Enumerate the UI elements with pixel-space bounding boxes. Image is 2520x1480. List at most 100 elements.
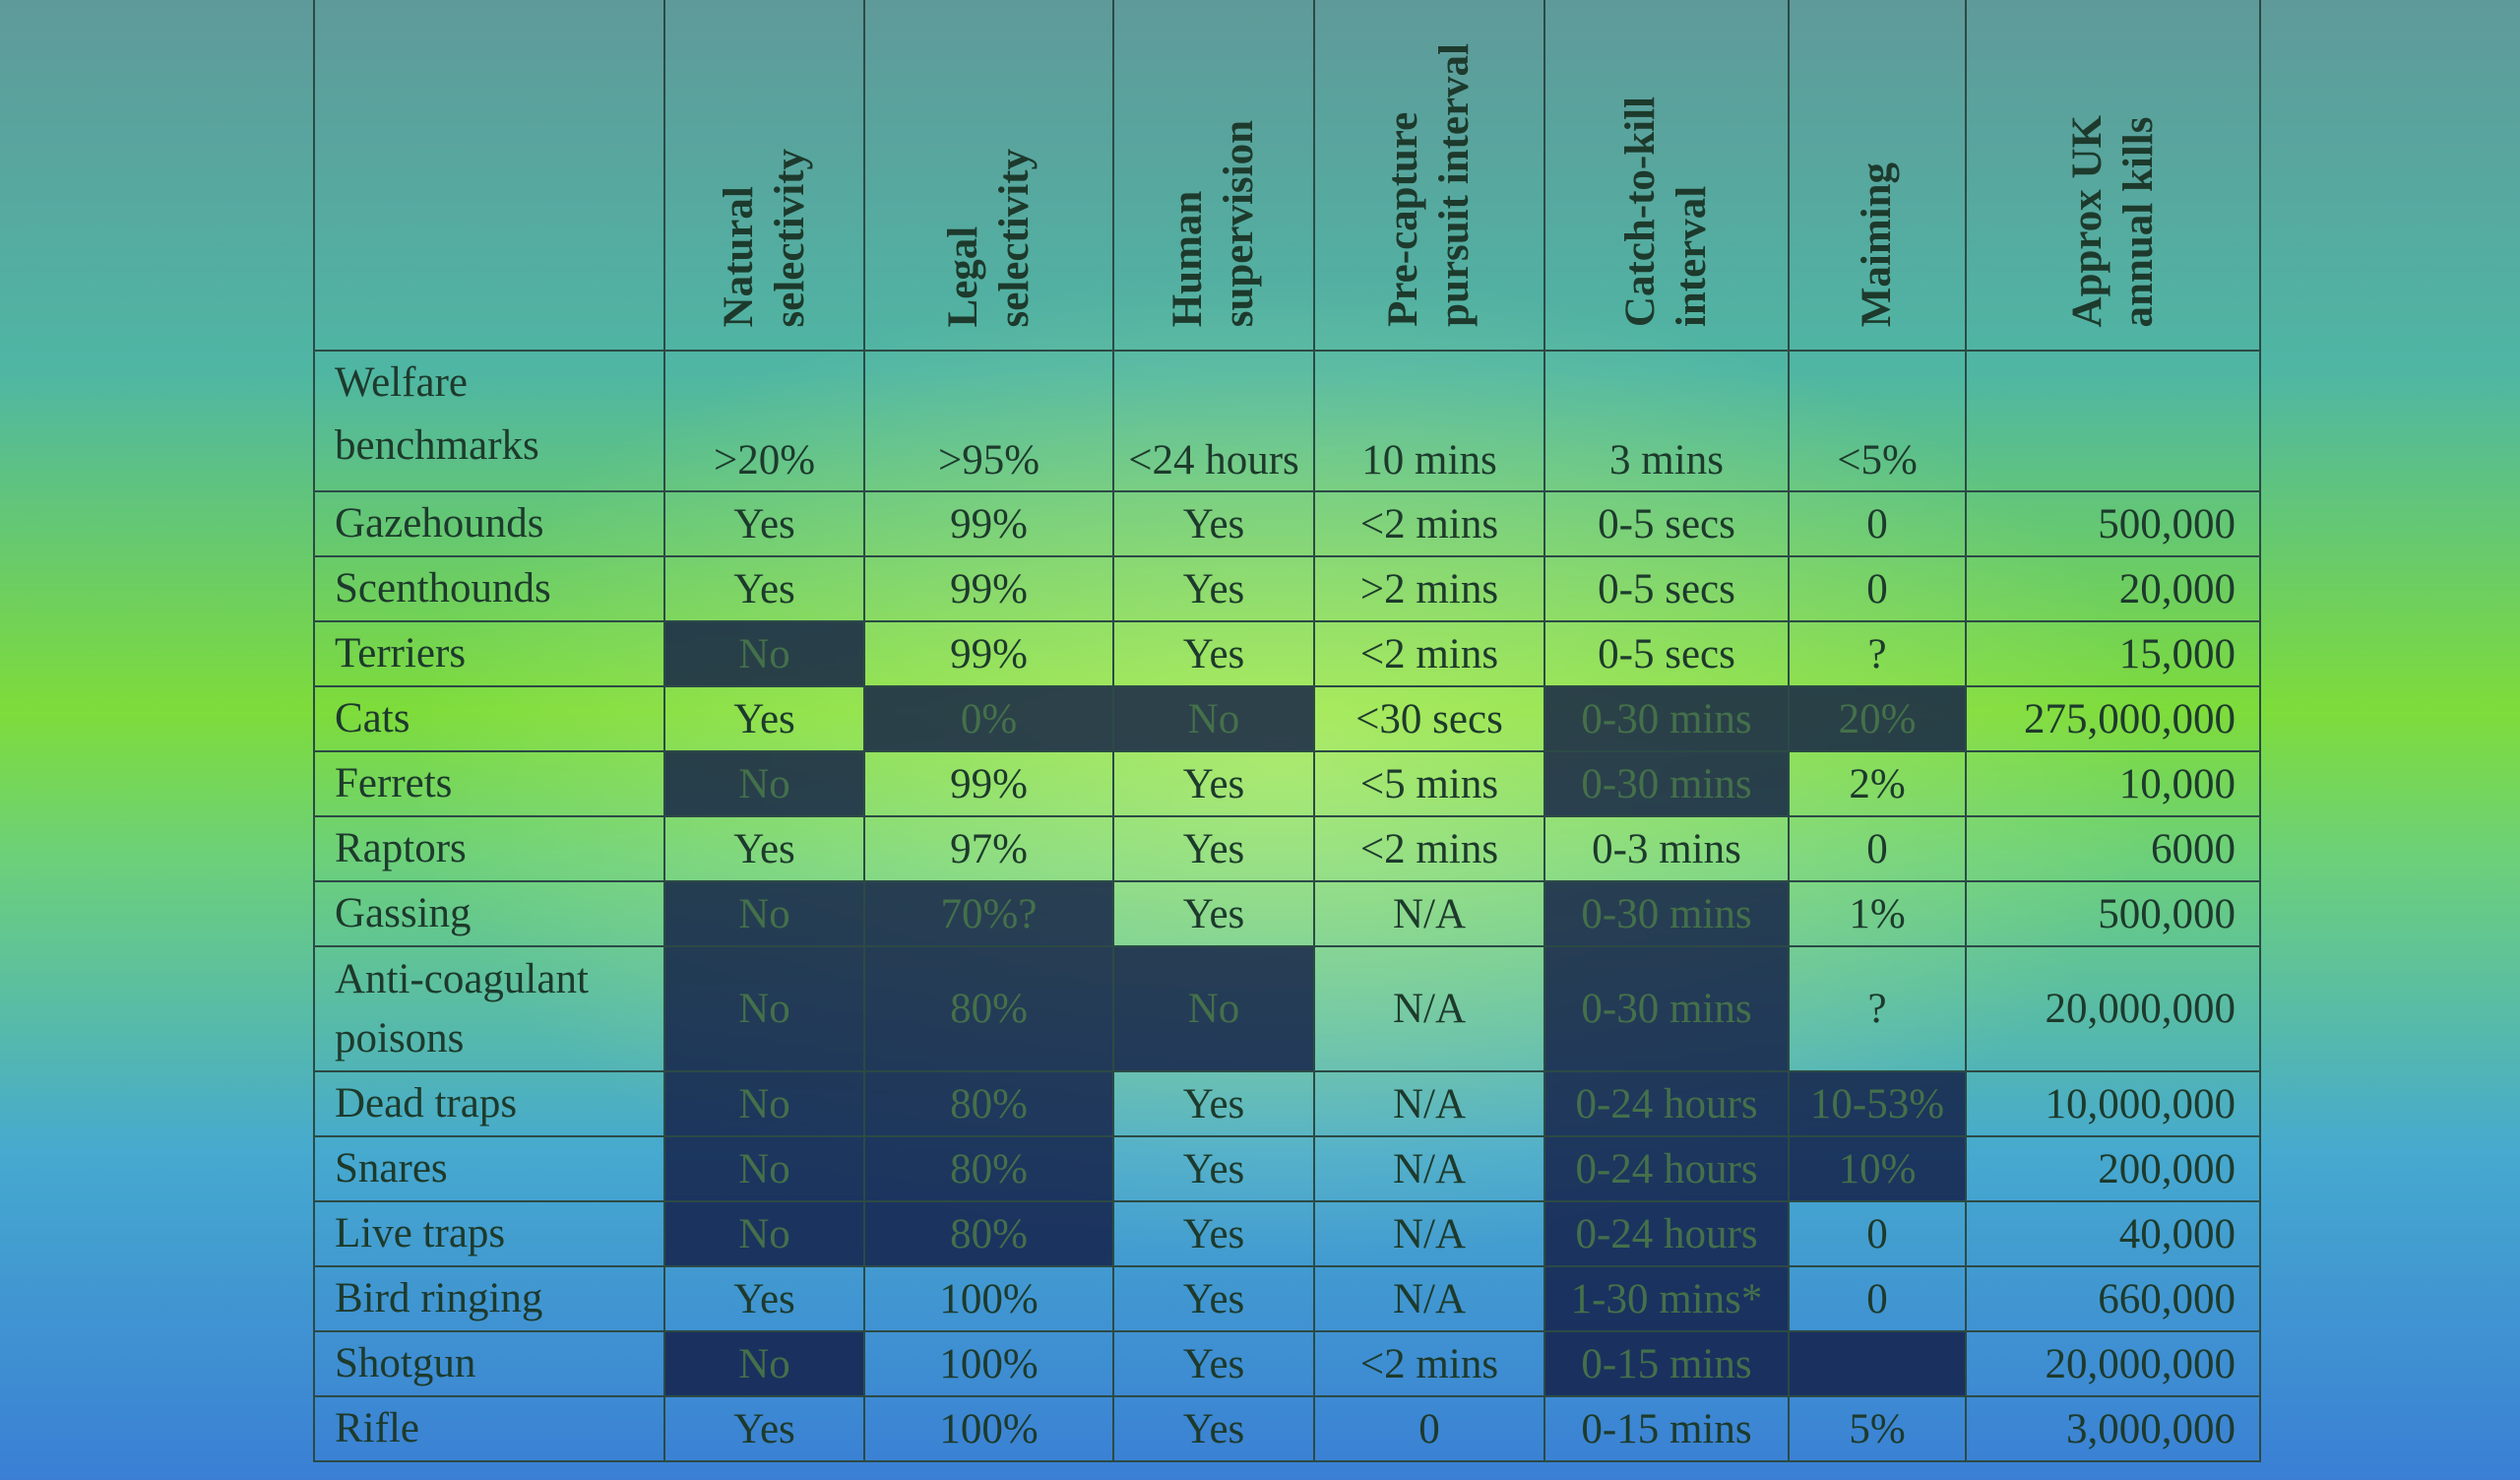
table-row: Ferrets No 99% Yes <5 mins 0-30 mins 2% 10,000 [313, 750, 2261, 817]
cell: 500,000 [1965, 490, 2261, 557]
cell: 99% [863, 555, 1114, 622]
header-row: Natural selectivity Legal selectivity Human s… [313, 0, 2261, 352]
label-line: Welfare [335, 359, 468, 406]
flagged-cell: 0-30 mins [1544, 750, 1790, 817]
cell: Yes [1112, 620, 1315, 687]
header-line: pursuit interval [1431, 43, 1478, 327]
header-line: selectivity [990, 148, 1038, 327]
benchmark-value: >95% [863, 350, 1114, 492]
cell: 200,000 [1965, 1135, 2261, 1202]
header-text: Catch-to-kill interval [1615, 97, 1718, 339]
cell: 100% [863, 1265, 1114, 1332]
cell: 0 [1788, 1200, 1967, 1267]
cell: 15,000 [1965, 620, 2261, 687]
flagged-cell: No [663, 880, 865, 947]
benchmark-row: Welfare benchmarks >20% >95% <24 hours 10 min… [313, 350, 2261, 492]
row-label: Rifle [313, 1395, 665, 1462]
table-row: Terriers No 99% Yes <2 mins 0-5 secs? 15,000 [313, 620, 2261, 687]
table-row: Bird ringing Yes 100% Yes N/A 1-30 mins* 0 660,… [313, 1265, 2261, 1332]
row-label: Terriers [313, 620, 665, 687]
cell: <2 mins [1313, 620, 1545, 687]
flagged-cell: 10% [1788, 1135, 1967, 1202]
cell: 500,000 [1965, 880, 2261, 947]
header-line: supervision [1216, 119, 1262, 327]
cell: Yes [663, 815, 865, 882]
benchmark-value: 10 mins [1313, 350, 1545, 492]
cell: >2 mins [1313, 555, 1545, 622]
flagged-cell: No [663, 1330, 865, 1397]
cell: 275,000,000 [1965, 685, 2261, 752]
benchmark-value: <5% [1788, 350, 1967, 492]
cell: Yes [663, 1265, 865, 1332]
flagged-cell: No [1112, 685, 1315, 752]
header-line: Catch-to-kill [1617, 96, 1664, 327]
cell: Yes [1112, 1265, 1315, 1332]
header-line: Approx UK [2063, 114, 2110, 327]
cell: 0 [1313, 1395, 1545, 1462]
cell: Yes [663, 685, 865, 752]
row-label: Gazehounds [313, 490, 665, 557]
column-header: Legal selectivity [863, 0, 1114, 352]
cell: 0-15 mins [1544, 1395, 1790, 1462]
flagged-cell: 20% [1788, 685, 1967, 752]
header-line: interval [1669, 185, 1715, 327]
flagged-cell: No [663, 945, 865, 1072]
cell: ? [1788, 945, 1967, 1072]
row-label: Raptors [313, 815, 665, 882]
header-line: selectivity [766, 148, 813, 327]
table-row: Live traps No 80% Yes N/A 0-24 hours 0 40,000 [313, 1200, 2261, 1267]
cell: Yes [1112, 1070, 1315, 1137]
cell: N/A [1313, 1135, 1545, 1202]
column-header: Catch-to-kill interval [1544, 0, 1790, 352]
cell: N/A [1313, 880, 1545, 947]
cell: N/A [1313, 1265, 1545, 1332]
header-line: Pre-capture [1380, 111, 1426, 327]
cell: ? [1788, 620, 1967, 687]
benchmark-label: Welfare benchmarks [313, 350, 665, 492]
benchmark-value: >20% [663, 350, 865, 492]
cell: 20,000 [1965, 555, 2261, 622]
row-label: Cats [313, 685, 665, 752]
table-row: Scenthounds Yes 99% Yes >2 mins 0-5 secs 0 20,0… [313, 555, 2261, 622]
flagged-cell: No [663, 1200, 865, 1267]
table-row: Gassing No 70%? Yes N/A 0-30 mins 1% 500,000 [313, 880, 2261, 947]
label-line: benchmarks [335, 422, 539, 469]
cell: Yes [663, 490, 865, 557]
flagged-cell: 0-24 hours [1544, 1070, 1790, 1137]
cell: Yes [1112, 1330, 1315, 1397]
cell: <2 mins [1313, 815, 1545, 882]
header-line: Natural [715, 185, 762, 327]
row-label: Shotgun [313, 1330, 665, 1397]
cell: 99% [863, 750, 1114, 817]
cell: N/A [1313, 1200, 1545, 1267]
cell: <2 mins [1313, 1330, 1545, 1397]
row-label: Live traps [313, 1200, 665, 1267]
cell: Yes [1112, 815, 1315, 882]
cell: 0 [1788, 1265, 1967, 1332]
cell: Yes [1112, 880, 1315, 947]
cell: Yes [663, 1395, 865, 1462]
cell: N/A [1313, 1070, 1545, 1137]
header-text: Natural selectivity [714, 149, 816, 339]
flagged-cell: 1-30 mins* [1544, 1265, 1790, 1332]
flagged-cell: 0% [863, 685, 1114, 752]
cell: Yes [1112, 1395, 1315, 1462]
table-row: Shotgun No 100% Yes <2 mins 0-15 mins 20,000,0… [313, 1330, 2261, 1397]
flagged-cell: 0-30 mins [1544, 945, 1790, 1072]
header-line: Maiming [1854, 161, 1900, 327]
cell: 20,000,000 [1965, 945, 2261, 1072]
header-text: Approx UK annual kills [2062, 115, 2165, 339]
flagged-cell: 0-15 mins [1544, 1330, 1790, 1397]
cell: 20,000,000 [1965, 1330, 2261, 1397]
header-text: Legal selectivity [938, 149, 1040, 339]
cell: 2% [1788, 750, 1967, 817]
cell: <5 mins [1313, 750, 1545, 817]
cell: <30 secs [1313, 685, 1545, 752]
cell: 0-3 mins [1544, 815, 1790, 882]
cell: 5% [1788, 1395, 1967, 1462]
header-line: annual kills [2114, 116, 2162, 327]
cell: 100% [863, 1330, 1114, 1397]
cell: 99% [863, 490, 1114, 557]
cell: N/A [1313, 945, 1545, 1072]
